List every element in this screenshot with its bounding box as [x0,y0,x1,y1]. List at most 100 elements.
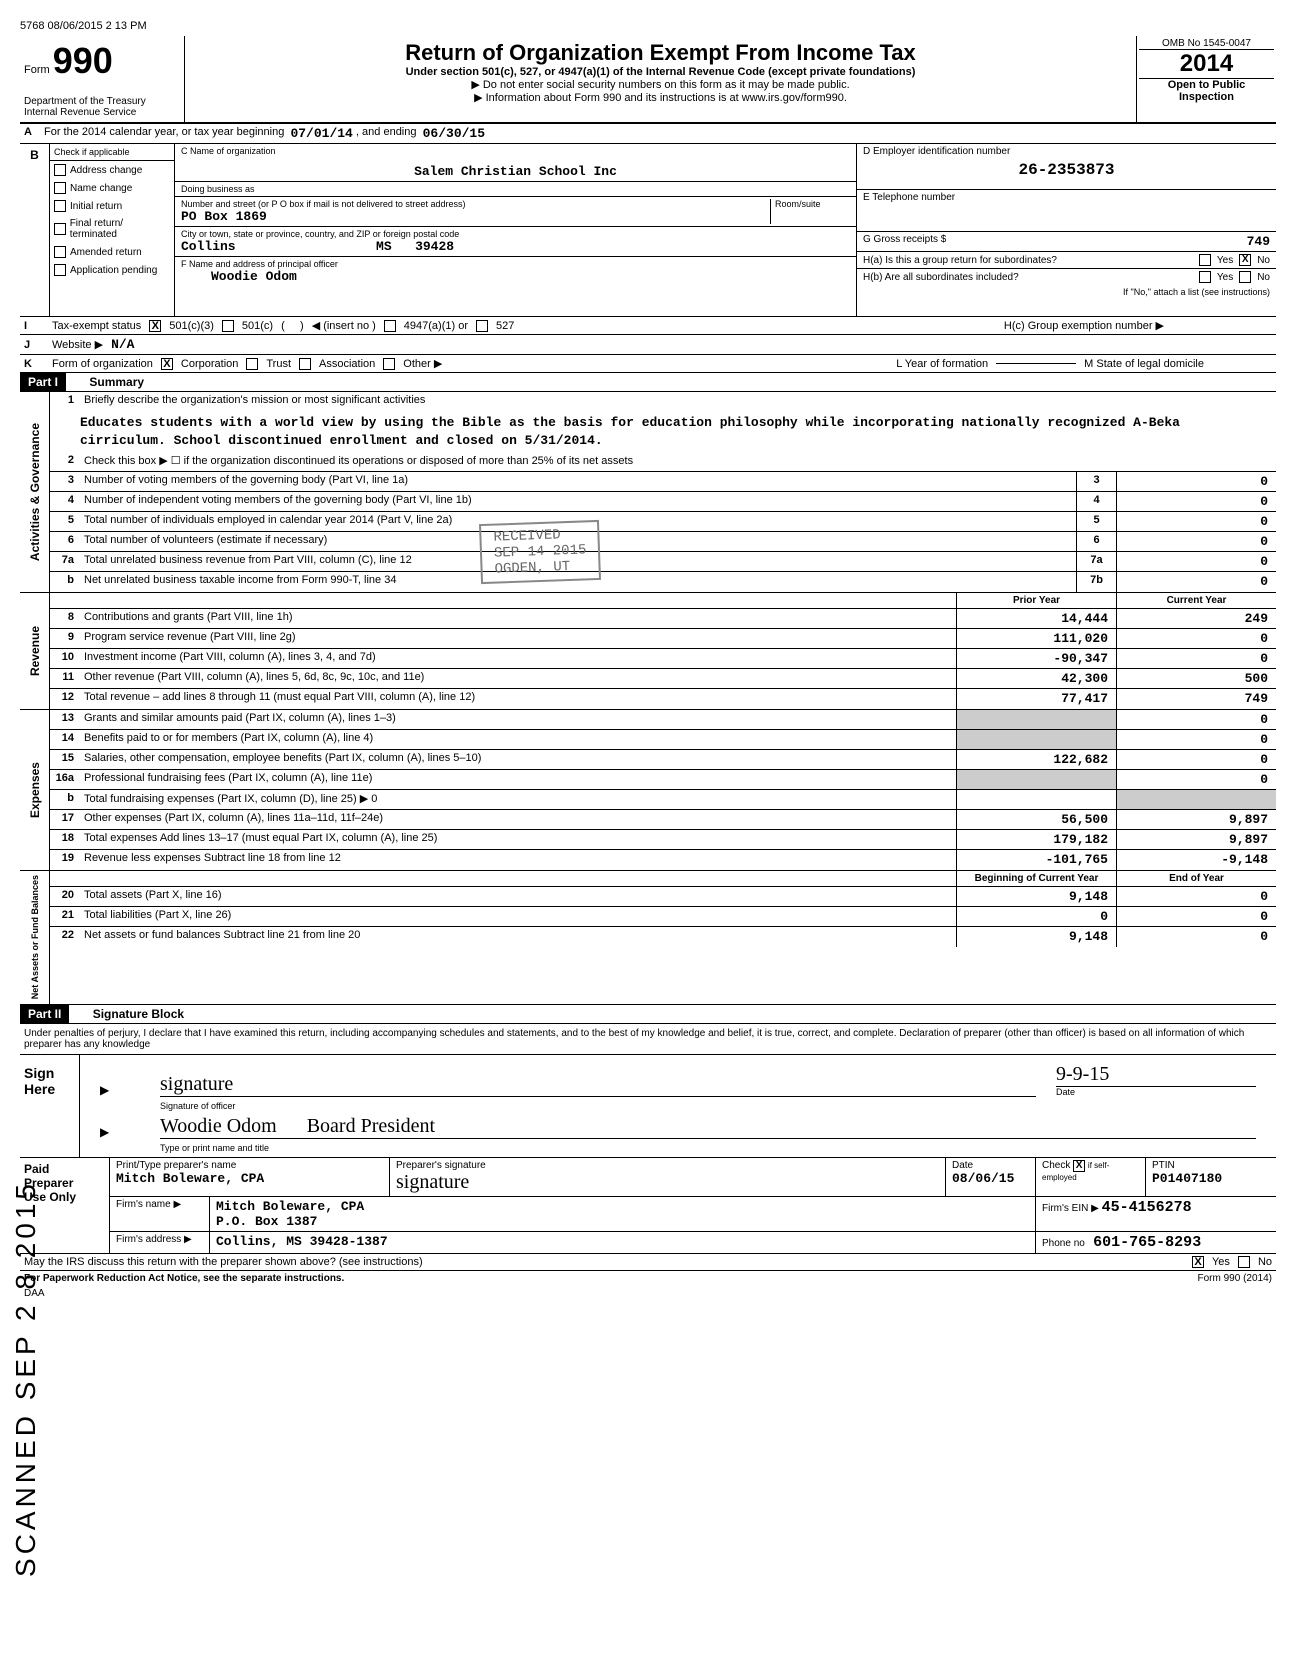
check-header: Check if applicable [50,144,174,161]
rev-line-11: 11Other revenue (Part VIII, column (A), … [50,669,1276,689]
ptin: P01407180 [1152,1171,1270,1186]
col-prior-year: Prior Year [956,593,1116,608]
check-501c3[interactable]: X [149,320,161,332]
label-m: M State of legal domicile [1084,358,1204,370]
exp-line-15: 15Salaries, other compensation, employee… [50,750,1276,770]
gov-line-4: 4Number of independent voting members of… [50,492,1276,512]
discuss-yes[interactable]: X [1192,1256,1204,1268]
check-pending[interactable]: Application pending [50,261,174,279]
firm-phone: 601-765-8293 [1093,1234,1201,1251]
line-2-desc: Check this box ▶ ☐ if the organization d… [80,452,1276,471]
part1-header: Part I Summary [20,373,1276,392]
exp-line-18: 18Total expenses Add lines 13–17 (must e… [50,830,1276,850]
row-a: A For the 2014 calendar year, or tax yea… [20,124,1276,144]
gov-line-5: 5Total number of individuals employed in… [50,512,1276,532]
label-ein: D Employer identification number [863,146,1270,157]
col-end-year: End of Year [1116,871,1276,886]
expenses-label: Expenses [26,758,44,822]
tax-year-begin: 07/01/14 [290,126,352,141]
exp-line-13: 13Grants and similar amounts paid (Part … [50,710,1276,730]
governance-label: Activities & Governance [26,419,44,565]
form-title: Return of Organization Exempt From Incom… [195,40,1126,66]
declaration-text: Under penalties of perjury, I declare th… [20,1024,1276,1055]
org-info-block: B Check if applicable Address change Nam… [20,144,1276,317]
org-address: PO Box 1869 [181,209,770,224]
exp-line-17: 17Other expenses (Part IX, column (A), l… [50,810,1276,830]
netassets-section: Net Assets or Fund Balances Beginning of… [20,871,1276,1004]
label-hc: H(c) Group exemption number ▶ [1004,319,1164,332]
hb-no[interactable] [1239,271,1251,283]
exp-line-16a: 16aProfessional fundraising fees (Part I… [50,770,1276,790]
tax-year-end: 06/30/15 [423,126,485,141]
org-zip: 39428 [415,239,454,254]
ha-yes[interactable] [1199,254,1211,266]
ein: 26-2353873 [863,161,1270,179]
governance-section: Activities & Governance 1 Briefly descri… [20,392,1276,593]
check-final-return[interactable]: Final return/ terminated [50,215,174,243]
check-name-change[interactable]: Name change [50,179,174,197]
form-header: Form 990 Department of the Treasury Inte… [20,36,1276,124]
check-trust[interactable] [246,358,258,370]
sign-title: Board President [307,1115,435,1137]
website: N/A [111,337,134,352]
officer-signature[interactable]: signature [160,1073,1036,1097]
discuss-row: May the IRS discuss this return with the… [20,1254,1276,1271]
top-timestamp: 5768 08/06/2015 2 13 PM [20,20,1276,32]
form-number: 990 [53,40,113,81]
na-line-22: 22Net assets or fund balances Subtract l… [50,927,1276,947]
form-subtitle: Under section 501(c), 527, or 4947(a)(1)… [195,66,1126,78]
discuss-no[interactable] [1238,1256,1250,1268]
form-info-1: ▶ Do not enter social security numbers o… [195,78,1126,91]
na-line-21: 21Total liabilities (Part X, line 26)00 [50,907,1276,927]
label-b: B [20,144,50,316]
rev-line-12: 12Total revenue – add lines 8 through 11… [50,689,1276,709]
check-corp[interactable]: X [161,358,173,370]
check-other[interactable] [383,358,395,370]
org-name: Salem Christian School Inc [181,164,850,179]
preparer-signature[interactable]: signature [396,1171,939,1194]
label-ha: H(a) Is this a group return for subordin… [863,255,1193,266]
officer-name: Woodie Odom [181,269,850,284]
hb-note: If "No," attach a list (see instructions… [857,285,1276,299]
label-dba: Doing business as [181,184,850,194]
check-527[interactable] [476,320,488,332]
form-label: Form [24,64,50,76]
ha-no[interactable]: X [1239,254,1251,266]
sign-here-block: Sign Here ▶ signature 9-9-15 Date Signat… [20,1055,1276,1158]
row-i: I Tax-exempt status X501(c)(3) 501(c) ( … [20,317,1276,335]
part2-header: Part II Signature Block [20,1005,1276,1024]
gross-receipts: 749 [1247,234,1270,249]
label-city: City or town, state or province, country… [181,229,850,239]
check-501c[interactable] [222,320,234,332]
org-city: Collins [181,239,236,254]
check-assoc[interactable] [299,358,311,370]
revenue-section: Revenue Prior Year Current Year 8Contrib… [20,593,1276,710]
label-room: Room/suite [775,199,850,209]
expenses-section: Expenses 13Grants and similar amounts pa… [20,710,1276,871]
label-hb: H(b) Are all subordinates included? [863,272,1193,283]
check-amended[interactable]: Amended return [50,243,174,261]
row-j: J Website ▶ N/A [20,335,1276,355]
inspection: Inspection [1139,91,1274,103]
exp-line-14: 14Benefits paid to or for members (Part … [50,730,1276,750]
scanned-stamp: SCANNED SEP 2 8 2015 [10,1180,42,1577]
hb-yes[interactable] [1199,271,1211,283]
sign-name: Woodie Odom [160,1115,277,1137]
line-1-desc: Briefly describe the organization's miss… [80,392,1276,412]
dept-treasury: Department of the Treasury [24,96,180,107]
mission-text: Educates students with a world view by u… [50,412,1276,452]
check-4947[interactable] [384,320,396,332]
label-address: Number and street (or P O box if mail is… [181,199,770,209]
label-gross-receipts: G Gross receipts $ [863,234,946,249]
check-self-employed[interactable]: X [1073,1160,1085,1172]
preparer-block: Paid Preparer Use Only Print/Type prepar… [20,1158,1276,1254]
omb-number: OMB No 1545-0047 [1139,38,1274,49]
gov-line-6: 6Total number of volunteers (estimate if… [50,532,1276,552]
check-address-change[interactable]: Address change [50,161,174,179]
row-k: K Form of organization XCorporation Trus… [20,355,1276,373]
col-begin-year: Beginning of Current Year [956,871,1116,886]
tax-year: 2014 [1139,49,1274,79]
check-initial-return[interactable]: Initial return [50,197,174,215]
firm-name: Mitch Boleware, CPA [216,1199,1029,1214]
rev-line-8: 8Contributions and grants (Part VIII, li… [50,609,1276,629]
